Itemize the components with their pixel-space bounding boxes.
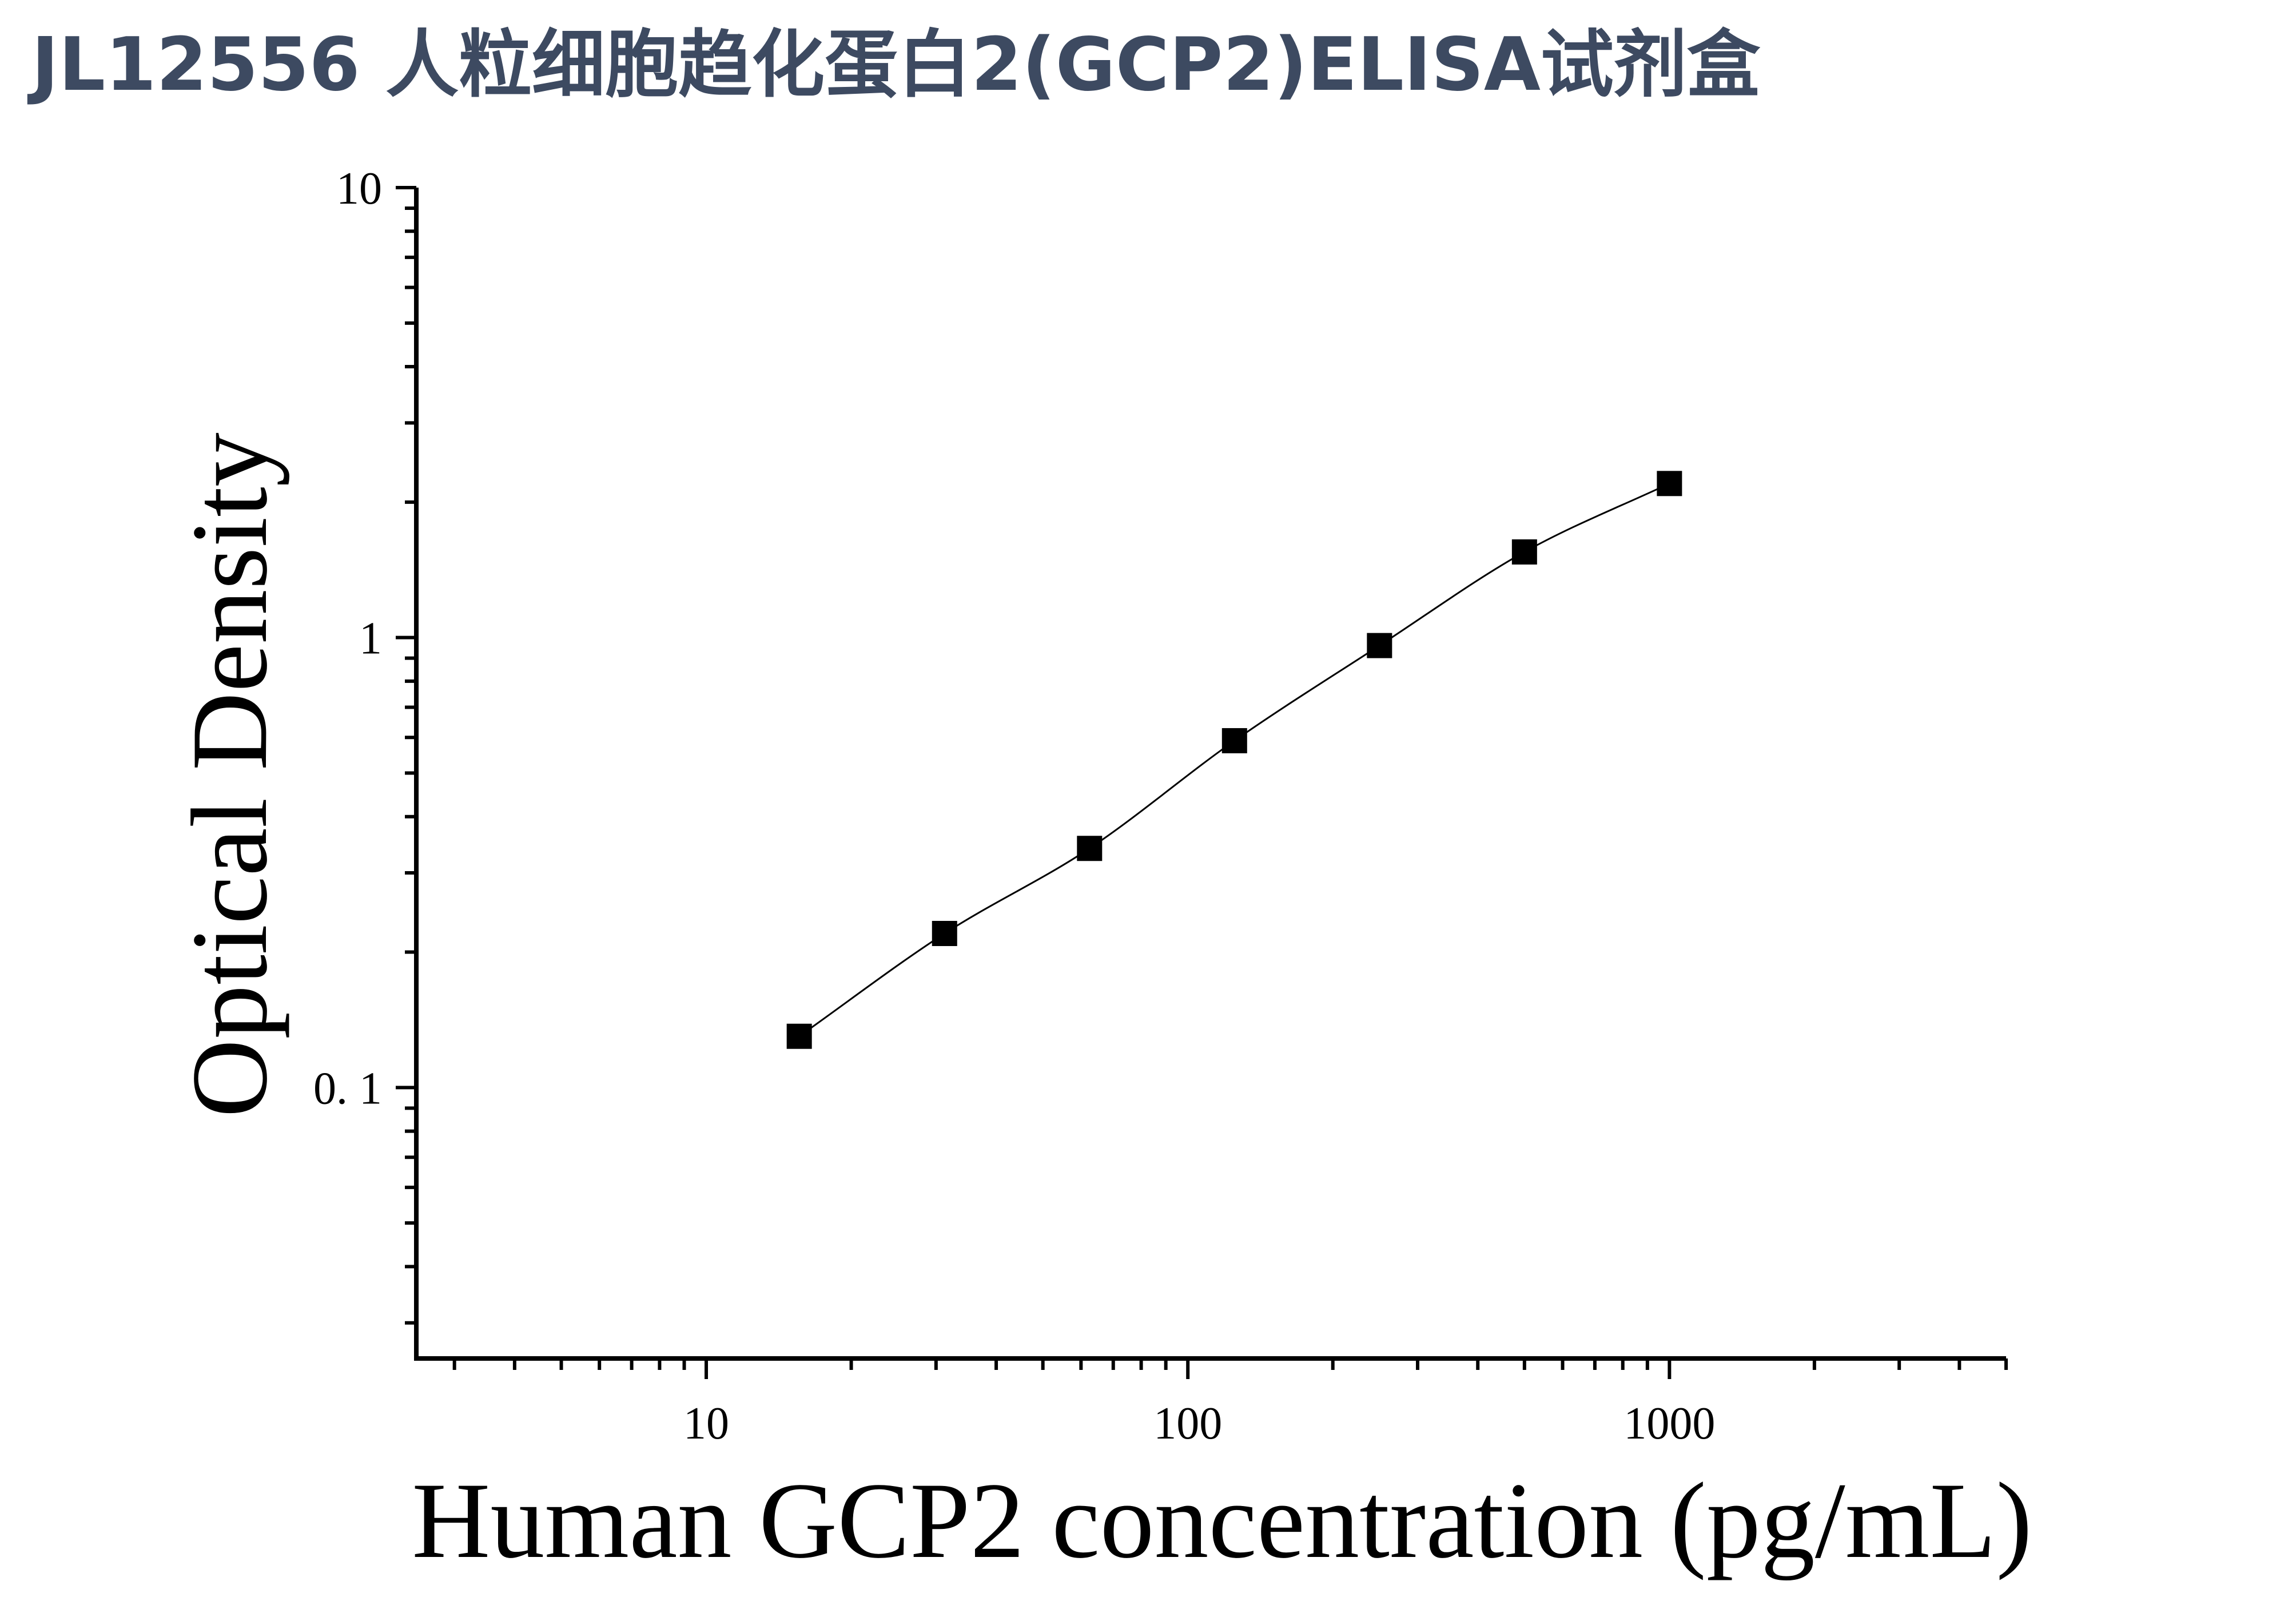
data-point <box>1511 539 1537 565</box>
x-tick-label: 1000 <box>1623 1399 1715 1449</box>
x-tick-label: 100 <box>1153 1399 1222 1449</box>
fit-curve <box>798 482 1670 1037</box>
data-points <box>786 471 1682 1049</box>
y-tick-label: 0. 1 <box>313 1063 382 1114</box>
data-point <box>1077 836 1103 861</box>
data-point <box>1367 633 1392 658</box>
tick-labels: 10 100 1000 0. 1 1 10 <box>313 164 1715 1449</box>
data-point <box>786 1023 812 1049</box>
fit-curve-group <box>798 482 1670 1037</box>
y-axis-label: Optical Density <box>170 432 290 1118</box>
y-tick-label: 1 <box>359 614 382 664</box>
x-axis-label: Human GCP2 concentration (pg/mL) <box>412 1461 2032 1581</box>
page-title: JL12556 人粒细胞趋化蛋白2(GCP2)ELISA试剂盒 <box>31 22 1760 108</box>
data-point <box>932 920 957 946</box>
data-point <box>1221 728 1247 753</box>
x-tick-label: 10 <box>683 1399 729 1449</box>
axes <box>396 186 2008 1379</box>
y-tick-label: 10 <box>336 164 382 214</box>
data-point <box>1657 471 1682 496</box>
